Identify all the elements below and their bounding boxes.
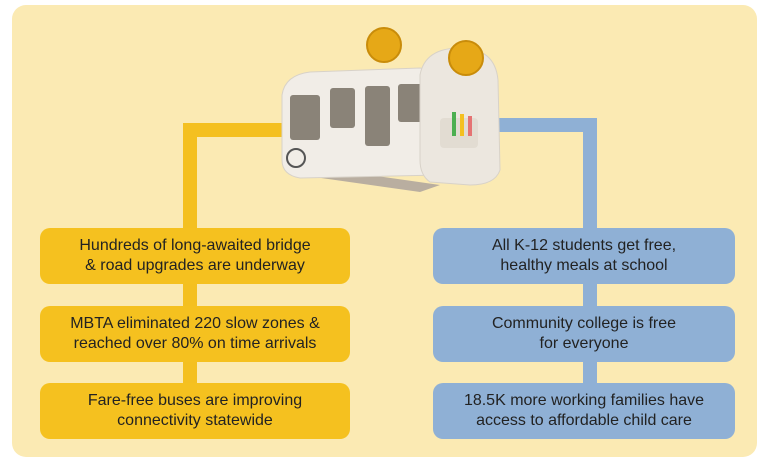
box-text: Fare-free buses are improving: [88, 392, 302, 409]
infographic: Hundreds of long-awaited bridge & road up…: [0, 0, 761, 466]
box-text: Community college is free: [492, 315, 676, 332]
box-text: Hundreds of long-awaited bridge: [79, 237, 310, 254]
box-text: MBTA eliminated 220 slow zones &: [70, 315, 320, 332]
box-text: healthy meals at school: [500, 257, 667, 274]
box-text: access to affordable child care: [476, 412, 692, 429]
box-text: All K-12 students get free,: [492, 237, 676, 254]
box-text: & road upgrades are underway: [85, 257, 305, 274]
box-text: 18.5K more working families have: [464, 392, 704, 409]
box-text: for everyone: [540, 335, 629, 352]
page: Hundreds of long-awaited bridge & road up…: [0, 0, 761, 466]
box-text: connectivity statewide: [117, 412, 273, 429]
box-text: reached over 80% on time arrivals: [74, 335, 317, 352]
